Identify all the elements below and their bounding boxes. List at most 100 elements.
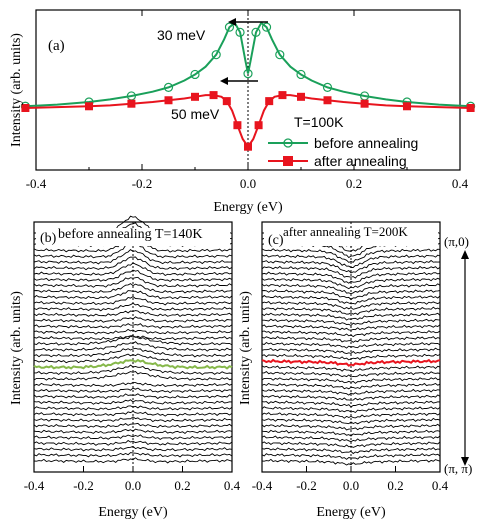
panel-b-curve	[33, 335, 233, 346]
panel-c-curve	[261, 306, 441, 316]
momentum-top-label: (π,0)	[444, 234, 469, 249]
panel-c-curve	[261, 447, 441, 455]
momentum-bottom-label: (π, π)	[444, 461, 472, 476]
series-after-point	[323, 96, 332, 105]
panel-c-curve	[261, 289, 441, 301]
panel-c-curve	[261, 435, 441, 443]
series-after-point	[265, 97, 274, 106]
panel-b-curve	[33, 353, 233, 364]
panel-a-ticks: -0.4 -0.2 0.0 0.2 0.4	[26, 10, 469, 191]
panel-b-curve	[33, 457, 233, 464]
panel-b-curve	[33, 434, 233, 440]
legend-before-label: before annealing	[314, 135, 418, 151]
panel-c-curve	[261, 429, 441, 437]
panel-c-curve	[261, 453, 441, 460]
panel-c-curve	[261, 324, 441, 331]
panel-b-curve	[33, 439, 233, 446]
panel-c-curve	[261, 412, 441, 419]
panel-b-curve	[33, 276, 233, 288]
panel-a-xtick-label: -0.2	[132, 176, 153, 191]
panel-b-title-bg	[36, 228, 230, 246]
series-after-point	[127, 99, 136, 108]
series-after-point	[254, 121, 263, 130]
panel-c-curve	[261, 400, 441, 408]
panel-b-curve	[33, 249, 233, 265]
series-after-point	[21, 104, 30, 112]
panel-c-label: (c)	[268, 233, 284, 248]
panel-b-xtick-label: -0.4	[24, 478, 45, 493]
panel-c-curve	[261, 365, 441, 373]
panel-b-curve	[33, 410, 233, 417]
panel-c-curve	[261, 382, 441, 390]
panel-b-curve	[33, 256, 233, 271]
panel-b-ylabel: Intensity (arb. units)	[9, 291, 24, 405]
panel-c-curve	[261, 330, 441, 338]
panel-c-curve	[261, 336, 441, 343]
panel-b-curve	[33, 428, 233, 434]
series-before-point	[190, 69, 200, 80]
panel-b: -0.4 -0.2 0.0 0.2 0.4 (b) before annealing T…	[9, 215, 241, 520]
panel-c-curve	[261, 254, 441, 268]
panel-c-curve	[261, 417, 441, 425]
panel-a-xlabel: Energy (eV)	[213, 200, 283, 215]
series-after-point	[191, 92, 199, 101]
panel-c-curve	[261, 248, 441, 263]
panel-c-ticks: -0.4 -0.2 0.0 0.2 0.4	[252, 466, 449, 493]
panel-a-xtick-label: 0.4	[452, 176, 469, 191]
panel-a-xtick-label: 0.2	[346, 176, 362, 191]
series-before-point	[261, 22, 272, 32]
series-after-point	[403, 102, 411, 111]
panel-a-ylabel: Intensity (arb. units)	[9, 33, 24, 147]
series-before-point	[235, 27, 245, 37]
panel-b-xtick-label: 0.0	[125, 478, 141, 493]
panel-c-curve	[262, 371, 441, 378]
panel-b-curve	[33, 422, 233, 429]
panel-b-xtick-label: -0.2	[73, 478, 94, 493]
panel-c-ylabel: Intensity (arb. units)	[238, 291, 253, 405]
panel-c-curve	[261, 294, 441, 305]
panel-b-curve	[33, 399, 233, 405]
series-before-point	[224, 22, 235, 32]
panel-b-curve	[33, 393, 233, 400]
momentum-arrow-down	[461, 457, 469, 466]
series-after-point	[244, 142, 252, 151]
panel-b-label: (b)	[40, 231, 57, 246]
panel-c-curve	[261, 341, 441, 349]
panel-b-ticks: -0.4 -0.2 0.0 0.2 0.4	[24, 466, 241, 493]
panel-b-curve	[33, 416, 233, 423]
series-after-point	[164, 96, 173, 105]
panel-b-xtick-label: 0.2	[174, 478, 190, 493]
panel-c-curve	[261, 406, 441, 414]
panel-b-curve	[33, 387, 233, 394]
panel-b-curve	[33, 302, 233, 312]
panel-c-xtick-label: -0.2	[296, 478, 317, 493]
panel-b-xlabel: Energy (eV)	[98, 505, 168, 520]
annotation-50mev: 50 meV	[171, 106, 220, 122]
panel-a-series	[20, 21, 476, 151]
panel-b-curve	[33, 358, 233, 370]
panel-b-curve	[33, 323, 233, 329]
panel-c-curve	[261, 423, 441, 431]
panel-c-xlabel: Energy (eV)	[316, 505, 386, 520]
panel-b-curve	[33, 290, 233, 300]
panel-c-curve	[261, 271, 441, 284]
panel-c-curve	[261, 277, 441, 290]
panel-a: -0.4 -0.2 0.0 0.2 0.4 (a) Intensity (arb. un…	[9, 9, 476, 215]
legend-after-marker	[283, 156, 293, 166]
panel-b-curve	[33, 296, 233, 306]
legend-title: T=100K	[294, 114, 344, 130]
panel-b-curve	[33, 452, 233, 458]
series-before-point	[211, 50, 221, 60]
series-before-point	[296, 69, 306, 80]
panel-c-curve	[261, 388, 441, 396]
panel-c-xtick-label: 0.0	[343, 478, 359, 493]
arrow-50mev-head	[220, 77, 228, 85]
panel-b-curve	[33, 381, 233, 388]
series-before-point	[243, 68, 253, 79]
momentum-arrow-up	[461, 250, 469, 259]
panel-c-curve	[261, 265, 441, 279]
panel-c-curve	[261, 441, 441, 448]
panel-b-curve	[33, 335, 233, 341]
panel-c-curve	[261, 301, 441, 310]
panel-b-curve	[33, 283, 233, 294]
